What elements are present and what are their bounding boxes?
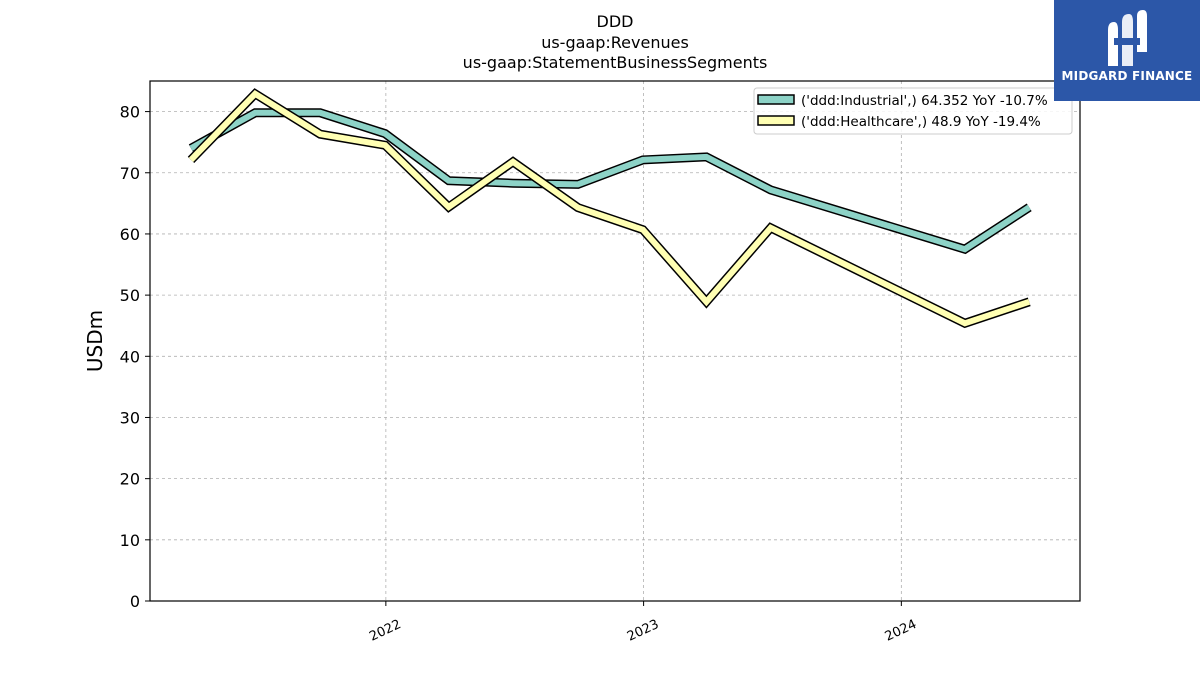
series-lines (187, 88, 1032, 329)
midgard-logo-icon (1108, 10, 1147, 66)
legend-swatch-industrial (757, 94, 795, 105)
legend-swatch-healthcare (757, 115, 795, 126)
title-line-2: us-gaap:Revenues (541, 33, 689, 52)
y-tick-label: 80 (120, 103, 140, 122)
y-tick-label: 40 (120, 347, 140, 366)
x-tick-label: 2023 (625, 617, 661, 645)
y-tick-label: 50 (120, 286, 140, 305)
y-axis-label: USDm (83, 310, 107, 372)
legend-box (753, 87, 1073, 135)
y-tick-label: 10 (120, 531, 140, 550)
legend-label-industrial: ('ddd:Industrial',) 64.352 YoY -10.7% (801, 93, 1048, 109)
y-tick-label: 30 (120, 408, 140, 427)
y-tick-label: 0 (130, 592, 140, 611)
legend-label-healthcare: ('ddd:Healthcare',) 48.9 YoY -19.4% (801, 114, 1041, 130)
y-axis-ticks: 0 10 20 30 40 50 60 70 80 (120, 103, 150, 611)
x-tick-label: 2022 (367, 617, 403, 645)
plot-area-frame (149, 80, 1081, 602)
x-tick-label: 2024 (883, 617, 919, 645)
grid-lines (150, 81, 1080, 602)
y-tick-label: 20 (120, 470, 140, 489)
chart-title: DDD us-gaap:Revenues us-gaap:StatementBu… (463, 12, 768, 72)
y-tick-label: 70 (120, 164, 140, 183)
title-line-1: DDD (597, 12, 634, 31)
brand-logo: MIDGARD FINANCE (1054, 0, 1200, 101)
series-line (188, 89, 1031, 327)
logo-text: MIDGARD FINANCE (1061, 69, 1193, 83)
y-tick-label: 60 (120, 225, 140, 244)
legend: ('ddd:Industrial',) 64.352 YoY -10.7% ('… (753, 87, 1073, 135)
title-line-3: us-gaap:StatementBusinessSegments (463, 53, 768, 72)
x-axis-ticks: 2022 2023 2024 (367, 601, 919, 645)
series-1 (187, 88, 1031, 329)
